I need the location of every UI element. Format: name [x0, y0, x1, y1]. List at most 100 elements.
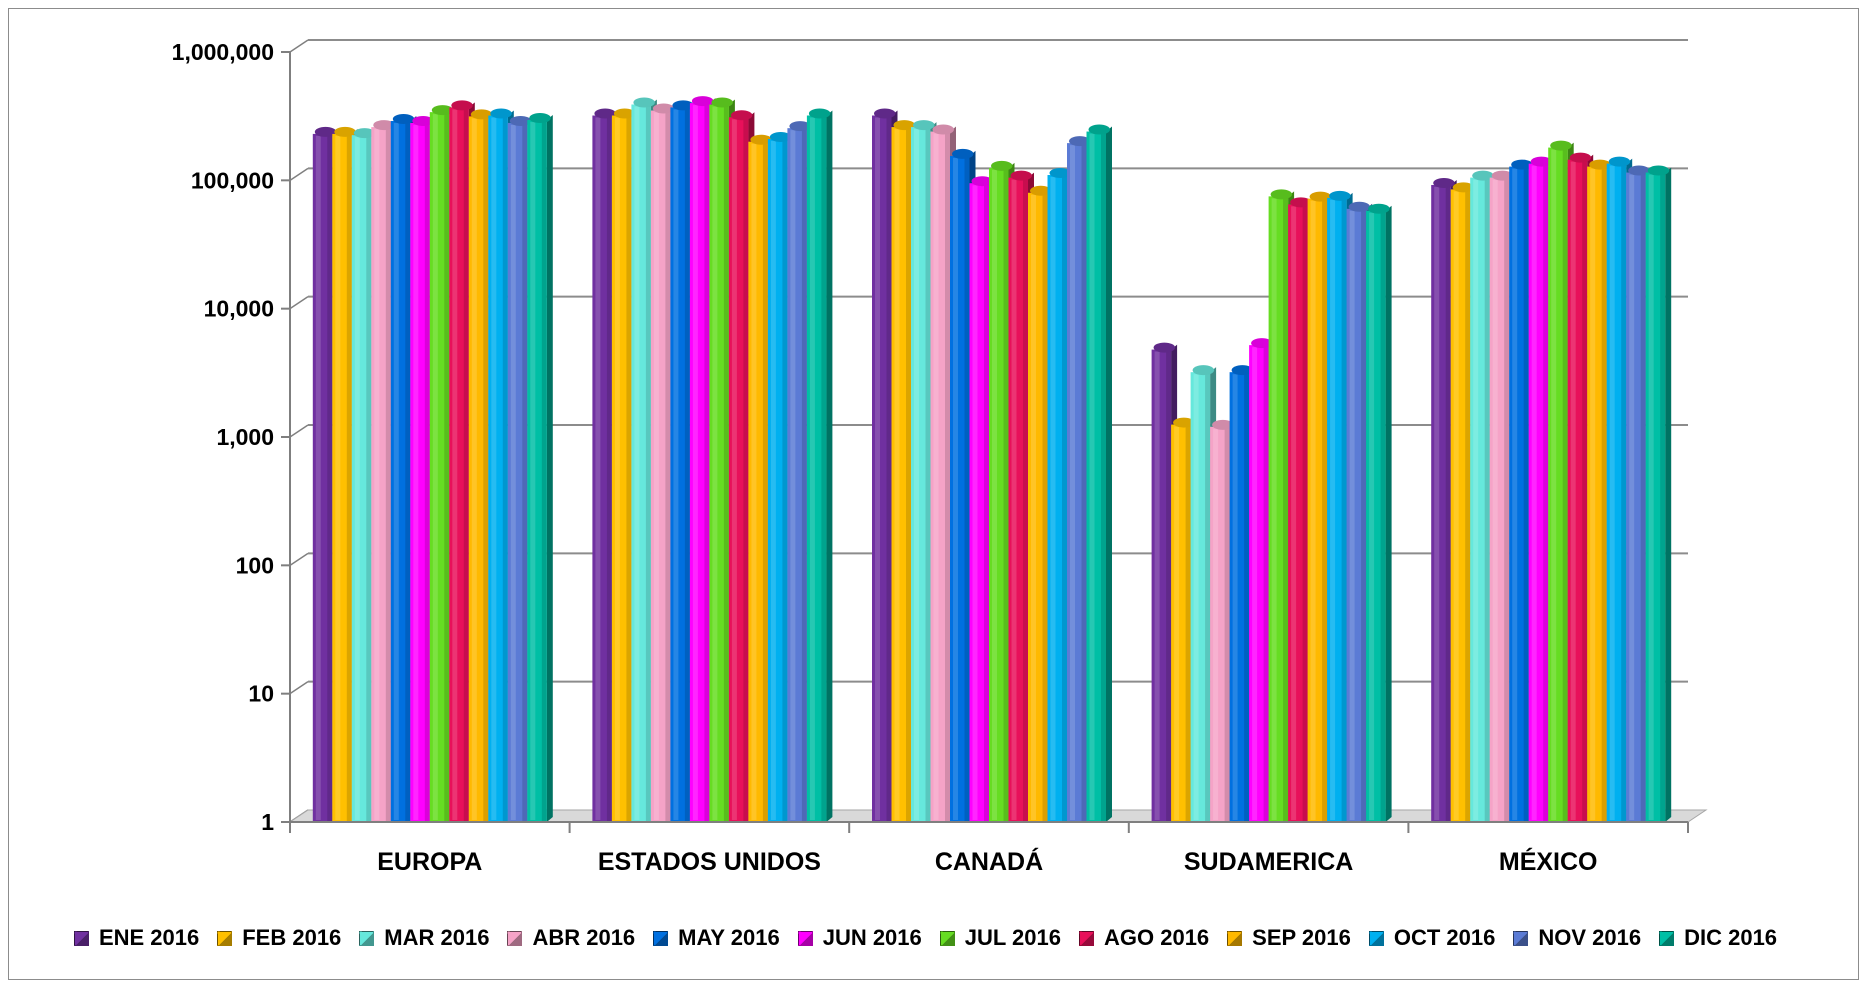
bar-shadow [1003, 167, 1009, 822]
legend-swatch [217, 930, 233, 946]
bar-highlight [972, 185, 978, 820]
bar-top [1309, 191, 1332, 202]
bar-shadow [723, 104, 729, 822]
legend-item: ENE 2016 [73, 925, 199, 951]
gridline-depth [289, 424, 309, 438]
category-label: MÉXICO [1499, 847, 1598, 876]
bar-highlight [1031, 194, 1036, 820]
bar-top [769, 131, 792, 142]
bar-highlight [374, 129, 380, 820]
bar-top [314, 126, 337, 137]
gridline-depth [289, 681, 309, 695]
bar-highlight [894, 129, 900, 820]
legend-item: ABR 2016 [507, 925, 635, 951]
y-tick-label: 10 [248, 681, 274, 707]
bar-shadow [886, 115, 892, 823]
bar-shadow [502, 115, 508, 823]
bar-highlight [491, 117, 497, 821]
legend-swatch [1227, 930, 1243, 946]
bar-highlight [953, 157, 958, 821]
bar-highlight [1232, 374, 1238, 820]
legend-item: FEB 2016 [217, 925, 341, 951]
bar-top [1491, 170, 1514, 181]
bar-shadow [801, 128, 807, 823]
bar-top [431, 105, 454, 116]
bar-shadow [463, 107, 469, 822]
bar-highlight [1609, 165, 1615, 820]
legend-item: JUN 2016 [797, 925, 922, 951]
bar-highlight [432, 114, 438, 820]
bar-highlight [1531, 165, 1537, 820]
bar-highlight [1590, 168, 1596, 821]
bar-top [1049, 168, 1071, 179]
y-tick-label: 100,000 [191, 167, 274, 193]
y-tick-label: 1,000,000 [172, 39, 274, 65]
axes: 1 10 100 1,000 10,000 100,000 1,000,000 EUROPA E… [172, 39, 1689, 876]
bar-top [893, 120, 915, 131]
bar-highlight [530, 122, 536, 821]
bar-highlight [1369, 212, 1375, 820]
bar-highlight [1291, 206, 1297, 821]
bar-top [1290, 197, 1312, 208]
bar-top [932, 124, 954, 135]
bar [1366, 203, 1392, 822]
bar-shadow [1601, 166, 1607, 823]
bar-side [1385, 205, 1392, 822]
bar-highlight [1252, 347, 1258, 820]
bar-top [1530, 156, 1553, 167]
bar-side [1665, 167, 1672, 823]
legend-item: MAR 2016 [359, 925, 489, 951]
bar-top [509, 115, 532, 126]
bar-top [1550, 140, 1572, 151]
bar-highlight [393, 122, 399, 821]
bar-top [1069, 136, 1091, 147]
bar-highlight [1570, 161, 1576, 820]
bar-shadow [1101, 131, 1106, 822]
bar-highlight [1551, 149, 1557, 820]
bar-shadow [1621, 163, 1627, 822]
legend-swatch [73, 930, 89, 946]
legend-item: MAY 2016 [653, 925, 780, 951]
legend-label: NOV 2016 [1538, 925, 1642, 950]
bar [806, 108, 833, 823]
bar-top [789, 121, 811, 132]
bar-shadow [782, 138, 788, 822]
gridline-depth [289, 296, 309, 310]
bar-highlight [673, 109, 679, 820]
y-tick-label: 10,000 [204, 296, 274, 322]
bar-shadow [1166, 349, 1172, 822]
bar-top [750, 134, 772, 145]
bar-shadow [1445, 184, 1451, 822]
bar-highlight [1512, 168, 1518, 821]
bar-chart: 1 10 100 1,000 10,000 100,000 1,000,000 EUROPA E… [172, 39, 1708, 876]
bar-highlight [1434, 186, 1440, 820]
gridline-depth [289, 552, 309, 566]
bar-highlight [1193, 374, 1199, 820]
bar-shadow [444, 112, 450, 822]
bar-shadow [645, 104, 651, 822]
bar-highlight [992, 169, 997, 820]
bar-shadow [606, 115, 612, 823]
legend-swatch [507, 930, 523, 946]
bar-shadow [1484, 177, 1490, 823]
bar-shadow [1042, 192, 1048, 822]
bar-top [672, 100, 694, 111]
bar [1086, 124, 1112, 823]
bar-highlight [1174, 426, 1180, 820]
bar-shadow [1205, 372, 1211, 822]
bar-top [1511, 159, 1533, 170]
bar [527, 113, 553, 823]
legend-label: ABR 2016 [532, 925, 636, 950]
legend-swatch [1513, 930, 1529, 946]
bar-highlight [914, 129, 919, 820]
bar-shadow [704, 103, 710, 822]
bar-top [1452, 182, 1475, 193]
legend-label: AGO 2016 [1104, 925, 1210, 950]
bar-shadow [405, 120, 411, 823]
bar-top [594, 108, 616, 119]
bar-shadow [1302, 204, 1308, 823]
bar-top [613, 108, 636, 119]
bar-highlight [1473, 179, 1479, 821]
bar-top [1329, 190, 1351, 201]
bar-shadow [1523, 166, 1529, 823]
